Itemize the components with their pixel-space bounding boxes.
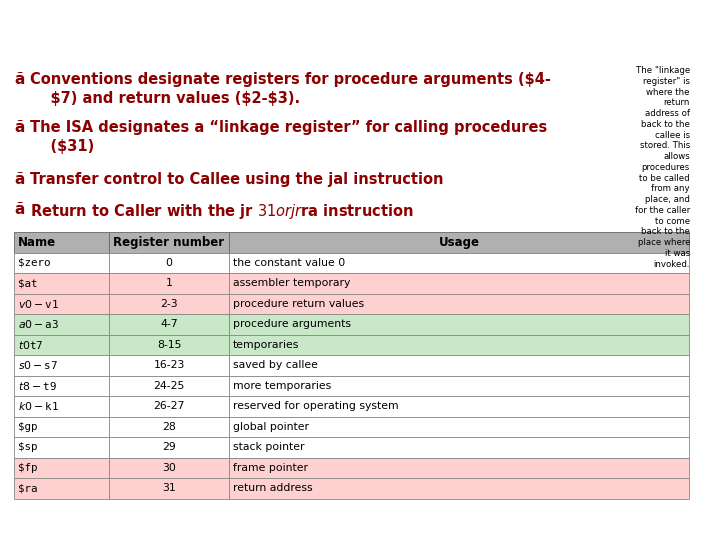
Text: Return to Caller with the jr $31 or jr $ra instruction: Return to Caller with the jr $31 or jr $… [30,202,414,221]
Text: $v0-$v1: $v0-$v1 [18,298,59,310]
Text: 24-25: 24-25 [153,381,185,391]
Text: $t8-$t9: $t8-$t9 [18,380,57,392]
Bar [229,376,689,396]
Text: Name: Name [18,236,56,249]
Text: stack pointer: stack pointer [233,442,305,453]
Bar [14,273,109,294]
Text: global pointer: global pointer [233,422,309,432]
Text: 28: 28 [162,422,176,432]
Text: Register number: Register number [114,236,225,249]
Text: 29: 29 [162,442,176,453]
Bar [14,314,109,335]
Bar [14,355,109,376]
Bar [109,376,229,396]
Text: $t0  $t7: $t0 $t7 [18,339,43,351]
Bar [14,376,109,396]
Text: more temporaries: more temporaries [233,381,331,391]
Text: the constant value 0: the constant value 0 [233,258,346,268]
Text: $s0-$s7: $s0-$s7 [18,359,58,372]
Bar [14,478,109,498]
Bar [14,294,109,314]
Bar [109,335,229,355]
Text: ã: ã [14,72,24,87]
Text: 1: 1 [166,278,172,288]
Bar [109,437,229,457]
Text: $at: $at [18,278,37,288]
Text: reserved for operating system: reserved for operating system [233,401,399,411]
Bar [229,335,689,355]
Text: return address: return address [233,483,312,494]
Bar [109,478,229,498]
Text: ã: ã [14,120,24,135]
Bar [229,355,689,376]
Bar [14,457,109,478]
Bar [229,416,689,437]
Bar [229,232,689,253]
Text: saved by callee: saved by callee [233,360,318,370]
Text: 0: 0 [166,258,173,268]
Bar [229,457,689,478]
Bar [229,253,689,273]
Bar [14,232,109,253]
Bar [109,294,229,314]
Text: ã: ã [14,172,24,187]
Text: The "linkage
register" is
where the
return
address of
back to the
callee is
stor: The "linkage register" is where the retu… [635,66,690,268]
Text: $sp: $sp [18,442,37,453]
Bar [14,335,109,355]
Text: ã: ã [14,202,24,217]
Bar [109,273,229,294]
Bar [229,396,689,416]
Text: MIPS Register Usage: MIPS Register Usage [9,19,431,53]
Text: 16-23: 16-23 [153,360,185,370]
Bar [109,396,229,416]
Text: frame pointer: frame pointer [233,463,308,473]
Bar [229,294,689,314]
Text: 4-7: 4-7 [160,319,178,329]
Text: 31: 31 [162,483,176,494]
Text: $k0-$k1: $k0-$k1 [18,400,59,413]
Text: procedure arguments: procedure arguments [233,319,351,329]
Bar [14,396,109,416]
Text: 2-3: 2-3 [160,299,178,309]
Text: 26-27: 26-27 [153,401,185,411]
Bar [109,416,229,437]
Bar [14,253,109,273]
Text: $a0-$a3: $a0-$a3 [18,319,59,330]
Text: Transfer control to Callee using the jal instruction: Transfer control to Callee using the jal… [30,172,444,187]
Text: $gp: $gp [18,422,37,432]
Bar [229,273,689,294]
Text: procedure return values: procedure return values [233,299,364,309]
Bar [229,437,689,457]
Text: temporaries: temporaries [233,340,300,350]
Bar [14,437,109,457]
Bar [109,253,229,273]
Text: Conventions designate registers for procedure arguments ($4-
    $7) and return : Conventions designate registers for proc… [30,72,551,106]
Bar [109,232,229,253]
Text: Usage: Usage [438,236,480,249]
Text: $fp: $fp [18,463,37,473]
Bar [109,314,229,335]
Bar [109,457,229,478]
Bar [229,478,689,498]
Text: 8-15: 8-15 [157,340,181,350]
Text: $zero: $zero [18,258,50,268]
Text: assembler temporary: assembler temporary [233,278,351,288]
Bar [229,314,689,335]
Text: The ISA designates a “linkage register” for calling procedures
    ($31): The ISA designates a “linkage register” … [30,120,547,154]
Bar [109,355,229,376]
Text: $ra: $ra [18,483,37,494]
Bar [14,416,109,437]
Text: 30: 30 [162,463,176,473]
